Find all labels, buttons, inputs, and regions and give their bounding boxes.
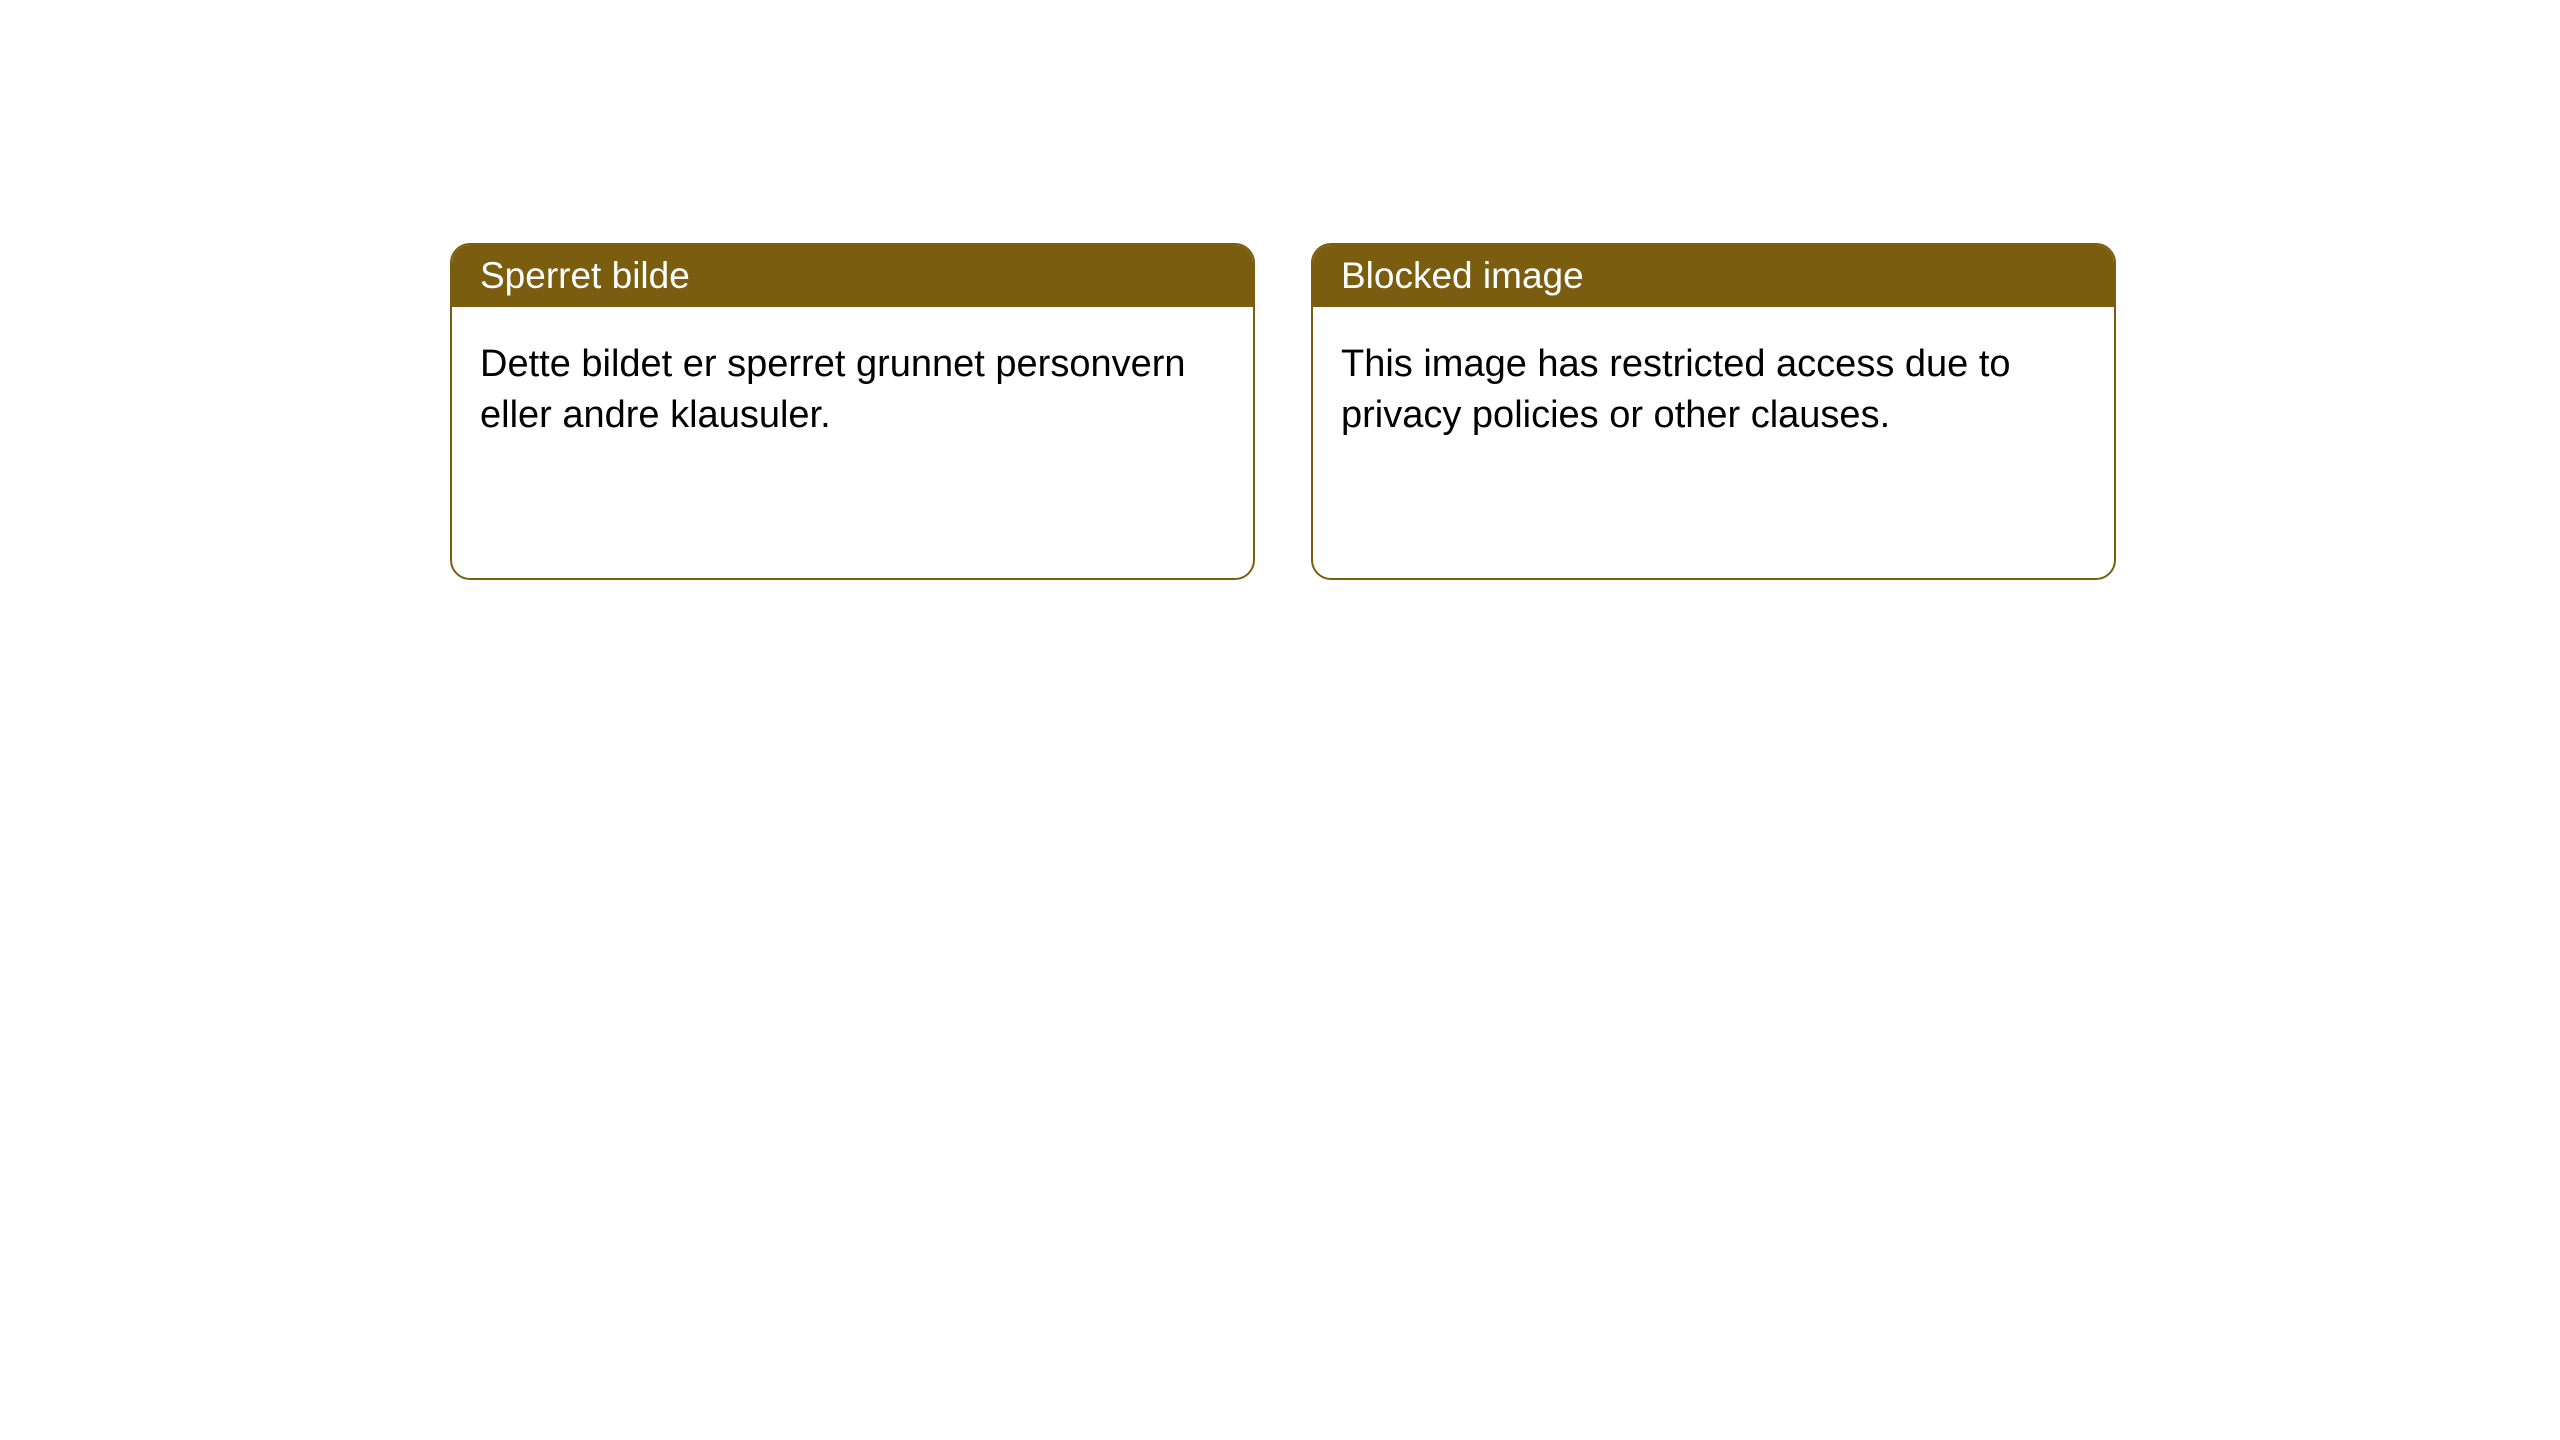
card-header: Sperret bilde [452,245,1253,307]
blocked-image-card-en: Blocked image This image has restricted … [1311,243,2116,580]
cards-container: Sperret bilde Dette bildet er sperret gr… [0,0,2560,580]
blocked-image-card-no: Sperret bilde Dette bildet er sperret gr… [450,243,1255,580]
card-body: This image has restricted access due to … [1313,307,2114,474]
card-body: Dette bildet er sperret grunnet personve… [452,307,1253,474]
card-header: Blocked image [1313,245,2114,307]
